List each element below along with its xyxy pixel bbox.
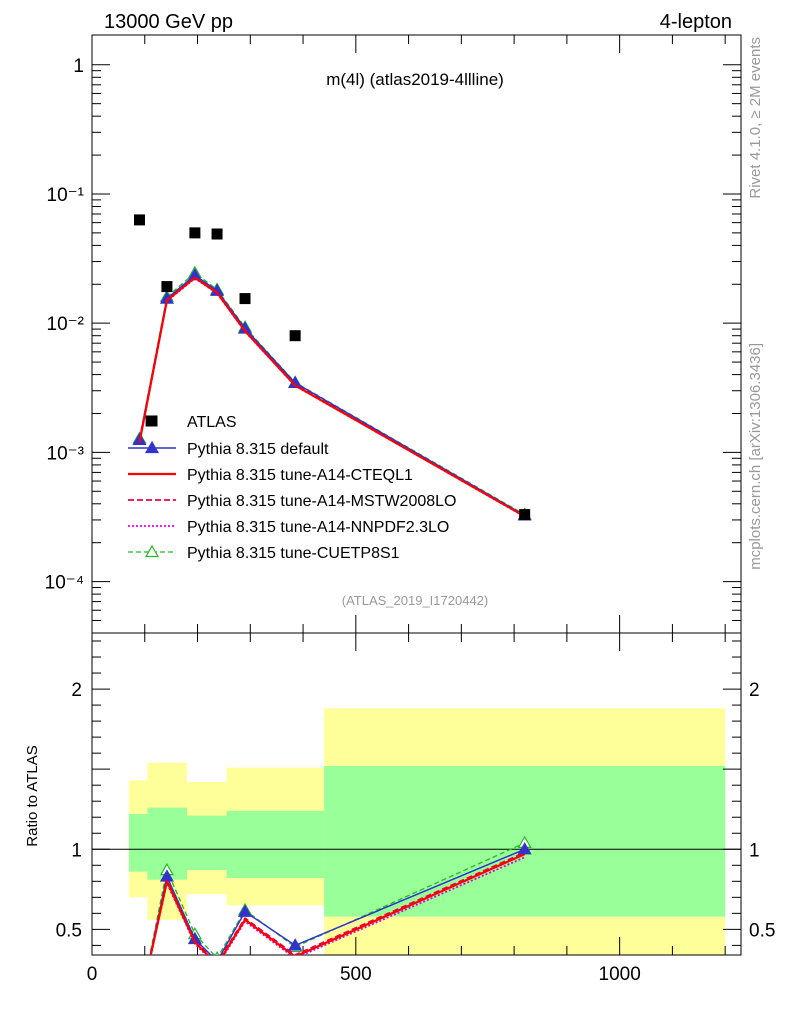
main-y-tick-label: 10⁻² [47, 314, 85, 335]
atlas-data-point [239, 293, 251, 305]
main-y-ticks [91, 35, 741, 634]
header-energy: 13000 GeV pp [104, 11, 233, 33]
ratio-line-cteql1 [149, 853, 526, 955]
ratio-point-default [237, 904, 253, 917]
header-process: 4-lepton [660, 11, 732, 33]
main-series-cteql1 [138, 276, 526, 518]
atlas-data-point [519, 509, 531, 521]
ratio-ticks [91, 633, 741, 955]
ratio-series-cteql1 [149, 853, 526, 955]
legend-label-nnpdf: Pythia 8.315 tune-A14-NNPDF2.3LO [187, 519, 449, 536]
atlas-data-point [189, 227, 201, 239]
legend-label-atlas: ATLAS [187, 414, 237, 431]
ratio-y-tick-label-right: 0.5 [749, 920, 775, 941]
main-y-tick-label: 10⁻¹ [47, 185, 85, 206]
x-tick-label: 0 [87, 964, 98, 985]
mcplots-source-label: mcplots.cern.ch [arXiv:1306.3436] [747, 343, 764, 570]
atlas-data-point [133, 214, 145, 226]
atlas-data-point [289, 330, 301, 342]
ratio-series-default [149, 842, 532, 955]
ratio-series [149, 835, 532, 955]
main-y-tick-label: 10⁻⁴ [45, 573, 84, 594]
main-line-cteql1 [138, 276, 526, 518]
x-tick-label: 500 [340, 964, 372, 985]
legend-label-default: Pythia 8.315 default [187, 441, 329, 458]
legend: ATLAS Pythia 8.315 default Pythia 8.315 tu… [128, 414, 456, 562]
x-tick-label: 1000 [599, 964, 641, 985]
ratio-y-tick-label-right: 1 [749, 840, 760, 861]
main-plot: 1 10⁻¹ 10⁻² 10⁻³ 10⁻⁴ [45, 34, 742, 634]
ratio-point-default [517, 842, 532, 855]
atlas-data-point [211, 228, 223, 240]
ratio-point-cuetp8s1 [214, 950, 220, 955]
band-inner-2 [186, 815, 227, 871]
band-inner-3 [226, 810, 325, 879]
ratio-plot: 0.5 0.5 1 1 2 2 0 500 1000 [56, 632, 775, 985]
main-plot-title: m(4l) (atlas2019-4llline) [326, 70, 504, 89]
ratio-y-tick-label-left: 2 [71, 680, 82, 701]
ratio-y-tick-label-left: 1 [71, 840, 82, 861]
legend-label-cteql1: Pythia 8.315 tune-A14-CTEQL1 [187, 467, 413, 484]
rivet-version-label: Rivet 4.1.0, ≥ 2M events [747, 37, 764, 199]
main-point-default [187, 268, 202, 281]
ratio-y-tick-label-right: 2 [749, 680, 760, 701]
ratio-frame [91, 632, 742, 956]
legend-label-cuetp8s1: Pythia 8.315 tune-CUETP8S1 [187, 545, 400, 562]
ratio-y-tick-label-left: 0.5 [56, 920, 82, 941]
main-y-tick-label: 10⁻³ [47, 443, 85, 464]
atlas-data-point [161, 281, 173, 293]
ratio-point-default [288, 938, 303, 951]
legend-marker-default [144, 440, 160, 454]
ratio-y-axis-label: Ratio to ATLAS [24, 745, 41, 846]
legend-marker-atlas [146, 415, 158, 427]
main-y-tick-label: 1 [73, 56, 84, 77]
legend-label-mstw: Pythia 8.315 tune-A14-MSTW2008LO [187, 493, 456, 510]
legend-marker-cuetp8s1 [144, 544, 160, 558]
band-inner-0 [128, 814, 148, 872]
analysis-watermark: (ATLAS_2019_I1720442) [342, 593, 488, 608]
